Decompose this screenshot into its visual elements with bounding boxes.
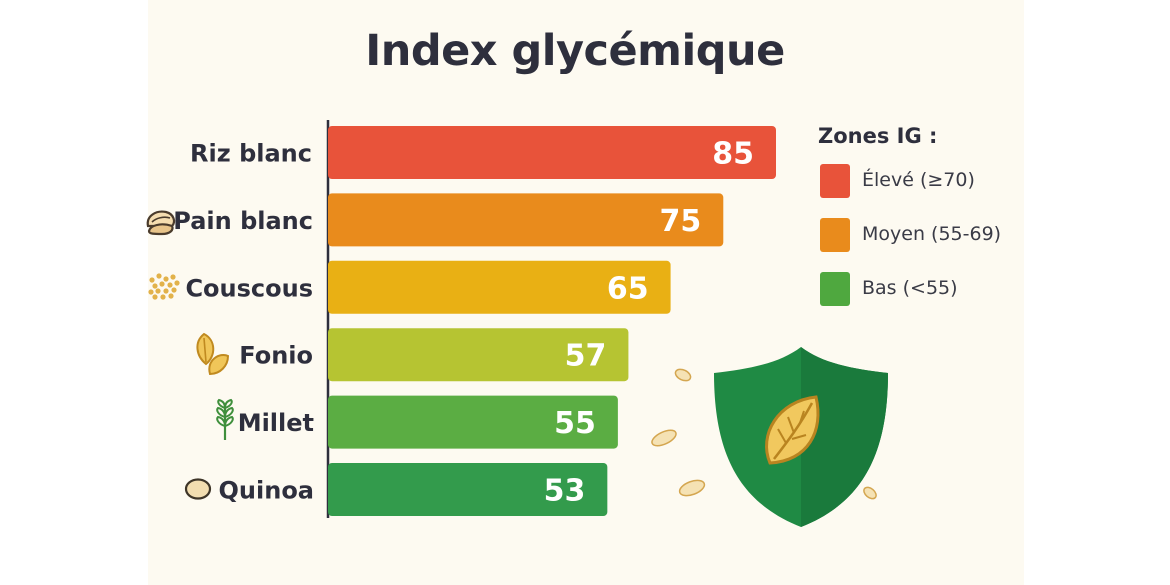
- seed-decoration-icon: [651, 429, 677, 447]
- category-label: Fonio: [239, 342, 313, 370]
- bar-pain-blanc: [328, 193, 724, 247]
- category-label: Quinoa: [219, 477, 314, 505]
- millet-stalk-icon: [216, 398, 234, 440]
- fonio-seed-icon: [196, 332, 230, 376]
- shield-leaf-icon: [714, 347, 888, 527]
- bar-value-label: 53: [544, 474, 586, 509]
- category-label: Riz blanc: [190, 140, 312, 168]
- bar-value-label: 85: [712, 137, 754, 172]
- category-label: Millet: [238, 409, 314, 437]
- legend-label: Élevé (≥70): [862, 169, 975, 191]
- bread-icon: [146, 210, 176, 236]
- seed-decoration-icon: [863, 486, 877, 500]
- category-label: Pain blanc: [173, 207, 313, 235]
- quinoa-seed-icon: [184, 478, 212, 500]
- legend-label: Moyen (55-69): [862, 223, 1002, 245]
- bar-quinoa: [328, 463, 608, 516]
- seed-decoration-icon: [674, 368, 692, 382]
- legend-swatch: [820, 218, 850, 252]
- seed-decoration-icon: [678, 479, 706, 497]
- legend-title: Zones IG :: [818, 124, 938, 148]
- bar-value-label: 57: [565, 339, 607, 374]
- legend-swatch: [820, 164, 850, 198]
- bar-value-label: 55: [554, 406, 596, 441]
- category-label: Couscous: [185, 274, 313, 302]
- bar-fonio: [328, 328, 629, 382]
- bar-millet: [328, 395, 618, 449]
- legend-swatch: [820, 272, 850, 306]
- bar-value-label: 65: [607, 271, 649, 306]
- bar-couscous: [328, 260, 671, 314]
- bar-riz-blanc: [328, 126, 776, 179]
- couscous-grains-icon: [148, 273, 180, 300]
- bar-value-label: 75: [660, 204, 702, 239]
- chart-title: Index glycémique: [365, 26, 785, 76]
- legend-label: Bas (<55): [862, 277, 958, 299]
